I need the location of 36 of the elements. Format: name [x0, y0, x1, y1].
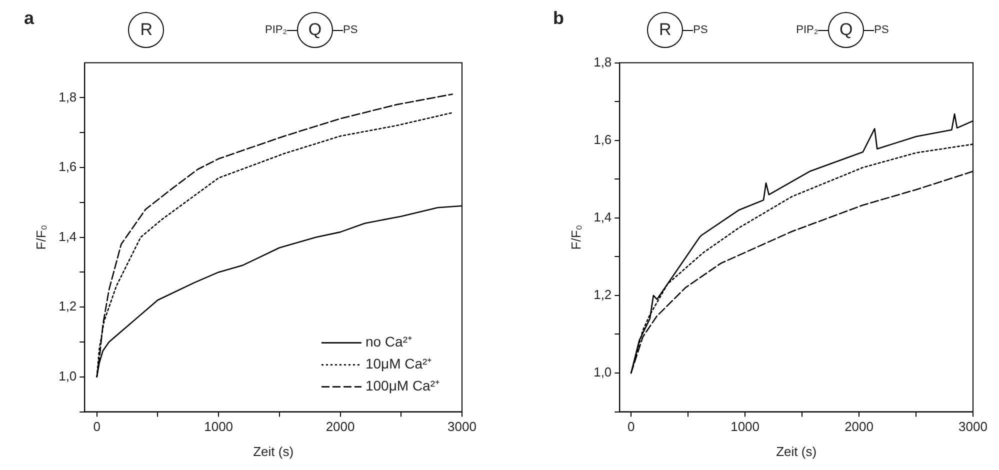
text: PS: [342, 24, 358, 36]
y-axis-title: F/F₀: [568, 224, 584, 250]
y-tick-label: 1,6: [58, 159, 77, 174]
x-tick-label: 3000: [958, 419, 988, 434]
y-tick-label: 1,6: [594, 132, 612, 147]
chart-title: a: [24, 8, 34, 29]
y-tick-label: 1,2: [58, 298, 77, 314]
text: R: [659, 20, 672, 40]
chart-title: b: [553, 8, 564, 29]
x-tick-label: 1000: [204, 419, 234, 434]
y-axis-title: F/F₀: [33, 224, 48, 250]
y-tick-label: 1,8: [594, 54, 612, 70]
x-tick-label: 0: [627, 419, 635, 434]
text: PIP₂: [796, 24, 818, 36]
legend-label: 10μM Ca²⁺: [365, 356, 432, 372]
x-axis-title: Zeit (s): [776, 444, 817, 459]
text: Q: [308, 20, 322, 40]
legend-label: no Ca²⁺: [365, 334, 412, 350]
x-tick-label: 0: [93, 419, 100, 434]
text: PS: [693, 24, 708, 36]
legend-label: 100μM Ca²⁺: [365, 378, 440, 394]
x-tick-label: 2000: [844, 419, 874, 434]
x-tick-label: 2000: [326, 419, 355, 434]
y-tick-label: 1,8: [58, 89, 77, 104]
x-tick-label: 1000: [730, 419, 760, 434]
text: PS: [874, 24, 889, 36]
y-tick-label: 1,0: [58, 368, 77, 384]
x-tick-label: 3000: [448, 419, 476, 434]
y-tick-label: 1,0: [594, 364, 612, 380]
text: Q: [840, 20, 853, 40]
y-tick-label: 1,4: [594, 209, 612, 224]
text: PIP₂: [264, 24, 287, 36]
x-axis-title: Zeit (s): [253, 444, 294, 459]
text: R: [140, 20, 152, 40]
y-tick-label: 1,2: [594, 287, 612, 302]
y-tick-label: 1,4: [58, 228, 77, 244]
